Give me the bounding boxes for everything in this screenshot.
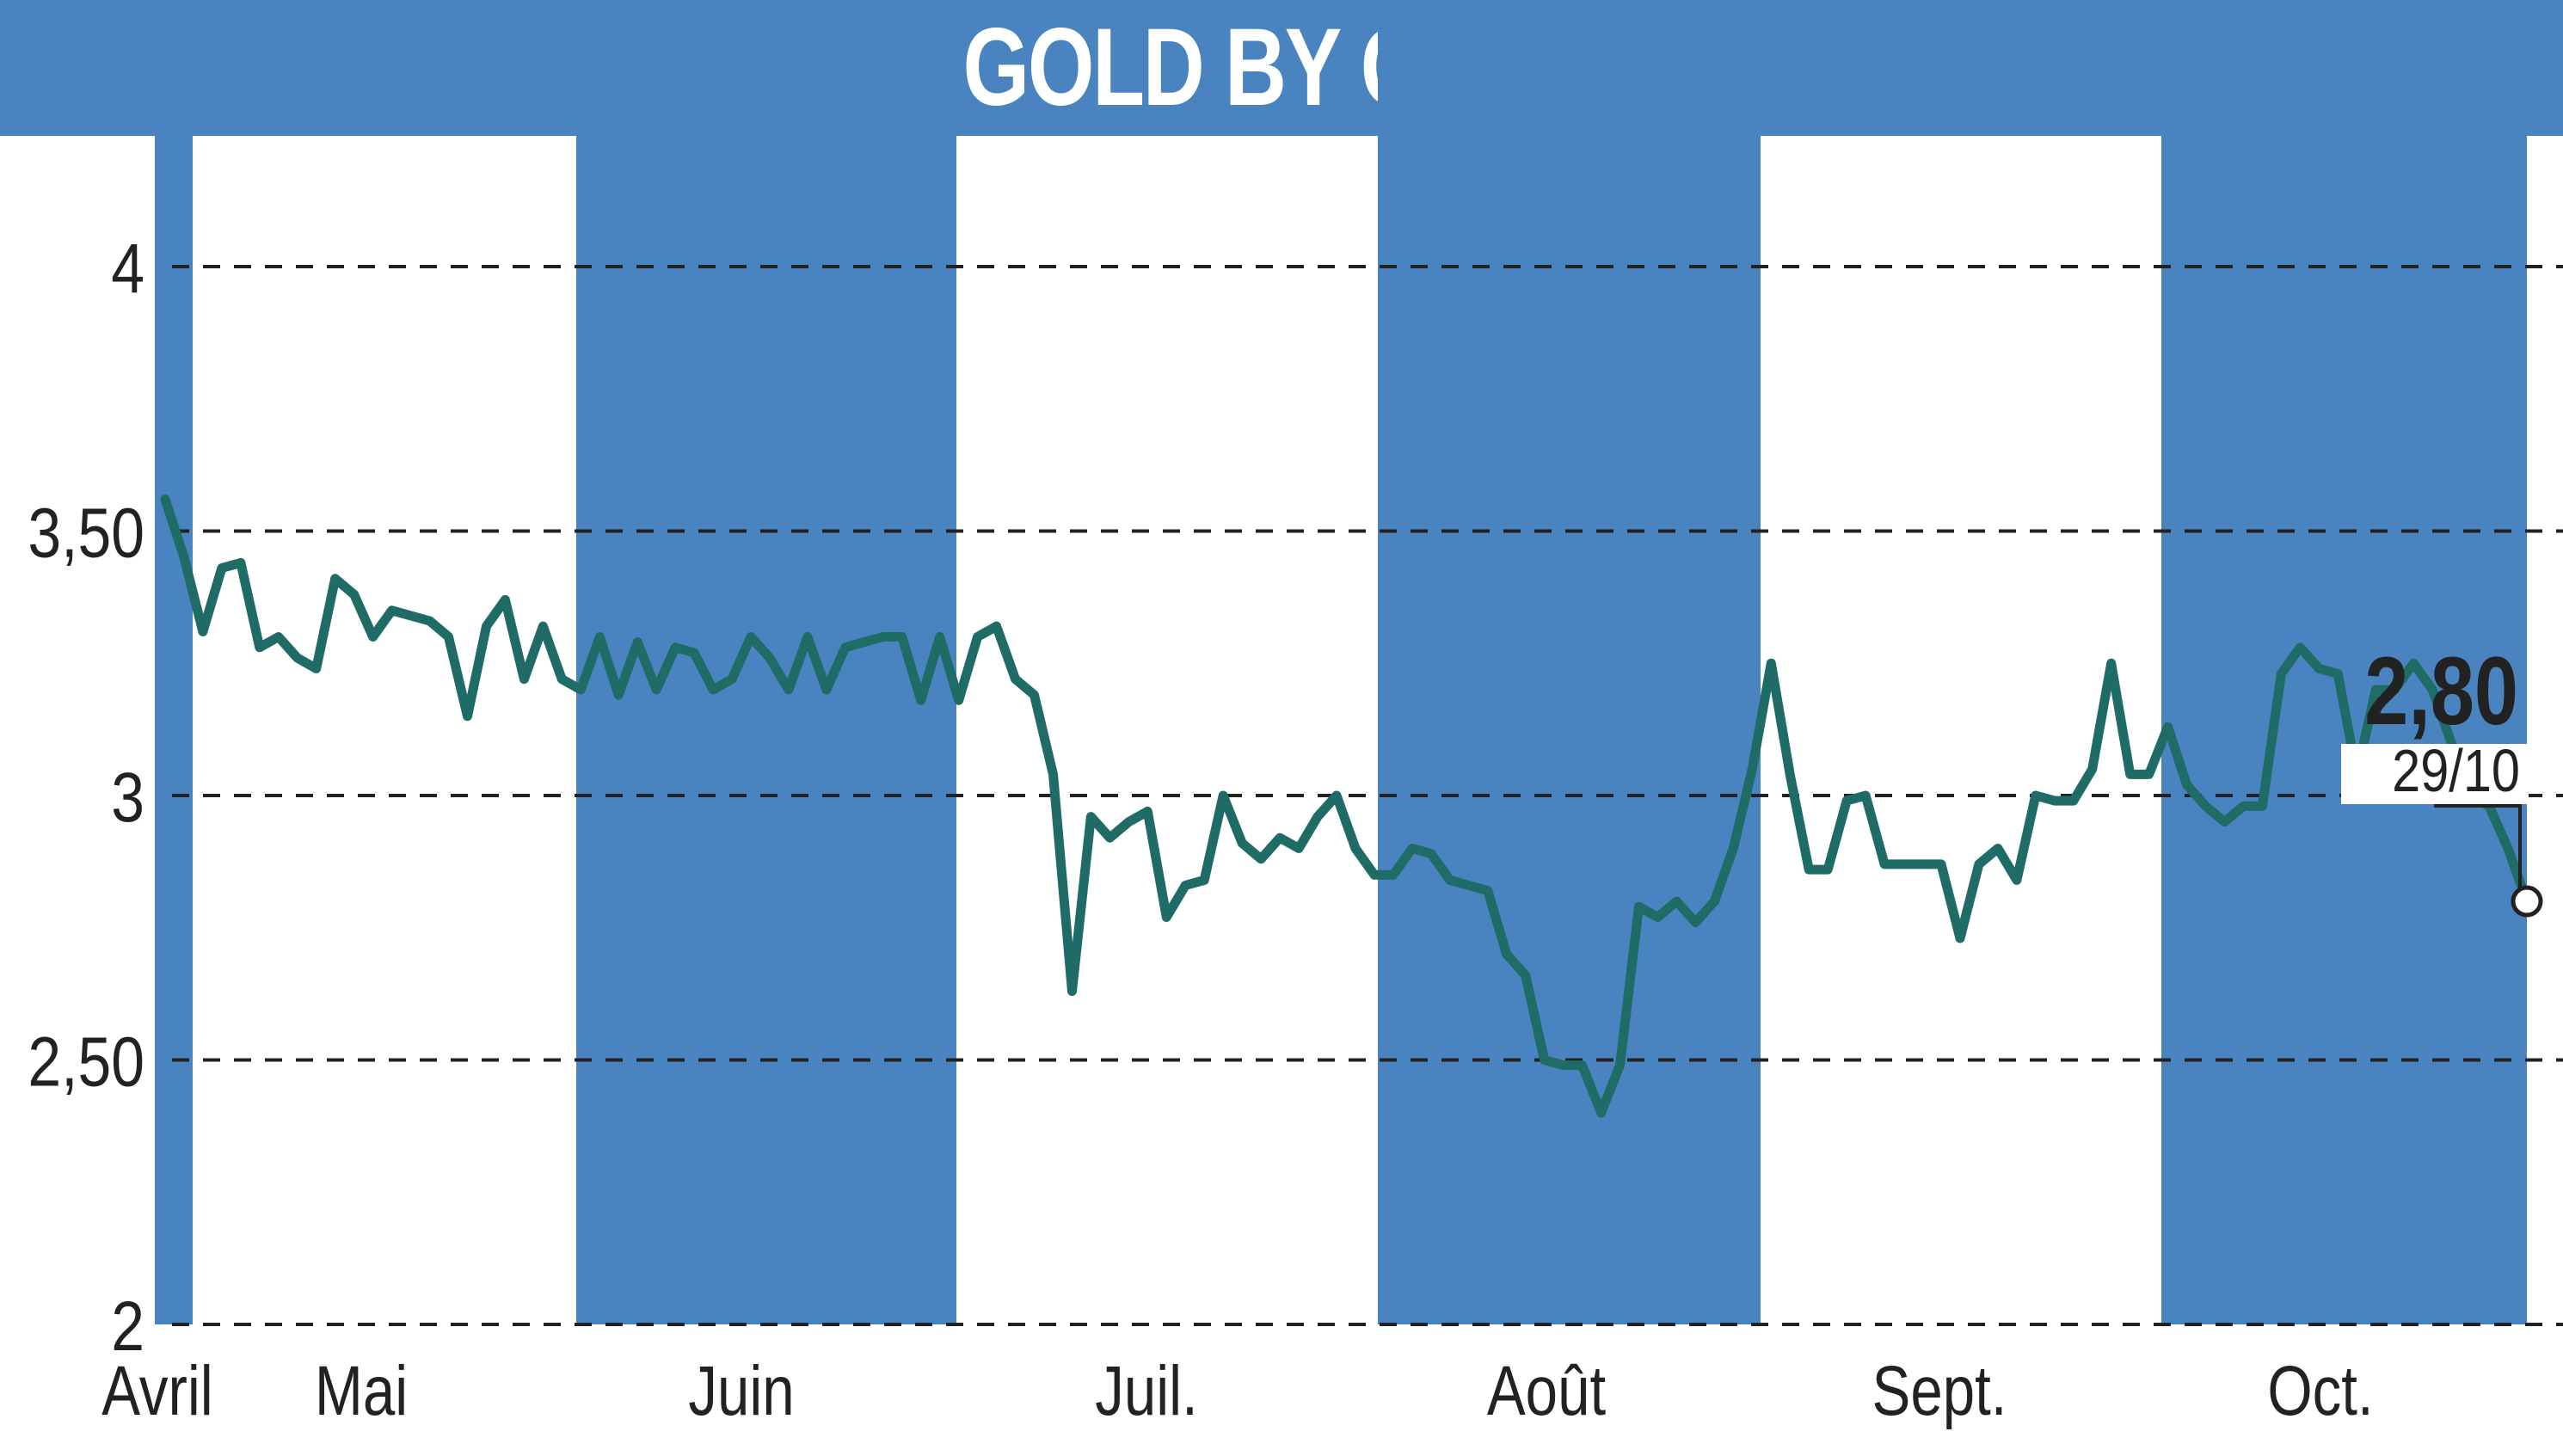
- y-tick-label: 3: [111, 759, 144, 838]
- x-tick-label: Mai: [315, 1351, 408, 1430]
- month-bands: [155, 0, 2527, 1324]
- last-date-label: 29/10: [2392, 736, 2520, 804]
- x-axis-ticks: Avril Mai Juin Juil. Août Sept. Oct.: [101, 1351, 2373, 1430]
- last-date-box: [2341, 744, 2529, 804]
- y-axis-ticks: 2 2,50 3 3,50 4: [28, 230, 144, 1367]
- last-point-marker: [2511, 885, 2543, 918]
- month-band: [1378, 0, 1761, 1324]
- month-band: [576, 0, 956, 1324]
- x-tick-label: Août: [1487, 1351, 1606, 1430]
- x-tick-label: Juin: [688, 1351, 794, 1430]
- x-tick-label: Sept.: [1872, 1351, 2007, 1430]
- annotation-leader: [2434, 804, 2522, 901]
- y-tick-label: 3,50: [28, 494, 144, 573]
- last-value-label: 2,80: [2364, 636, 2518, 745]
- y-tick-label: 2: [111, 1287, 144, 1367]
- month-band: [155, 0, 193, 1324]
- x-tick-label: Juil.: [1095, 1351, 1198, 1430]
- y-tick-label: 4: [111, 230, 144, 309]
- month-band: [2161, 0, 2527, 1324]
- price-line-group: [160, 495, 2532, 1118]
- x-tick-label: Oct.: [2267, 1351, 2373, 1430]
- price-line: [160, 495, 2532, 1118]
- x-tick-label: Avril: [101, 1351, 213, 1430]
- grid-lines: [172, 265, 2563, 1326]
- y-tick-label: 2,50: [28, 1023, 144, 1102]
